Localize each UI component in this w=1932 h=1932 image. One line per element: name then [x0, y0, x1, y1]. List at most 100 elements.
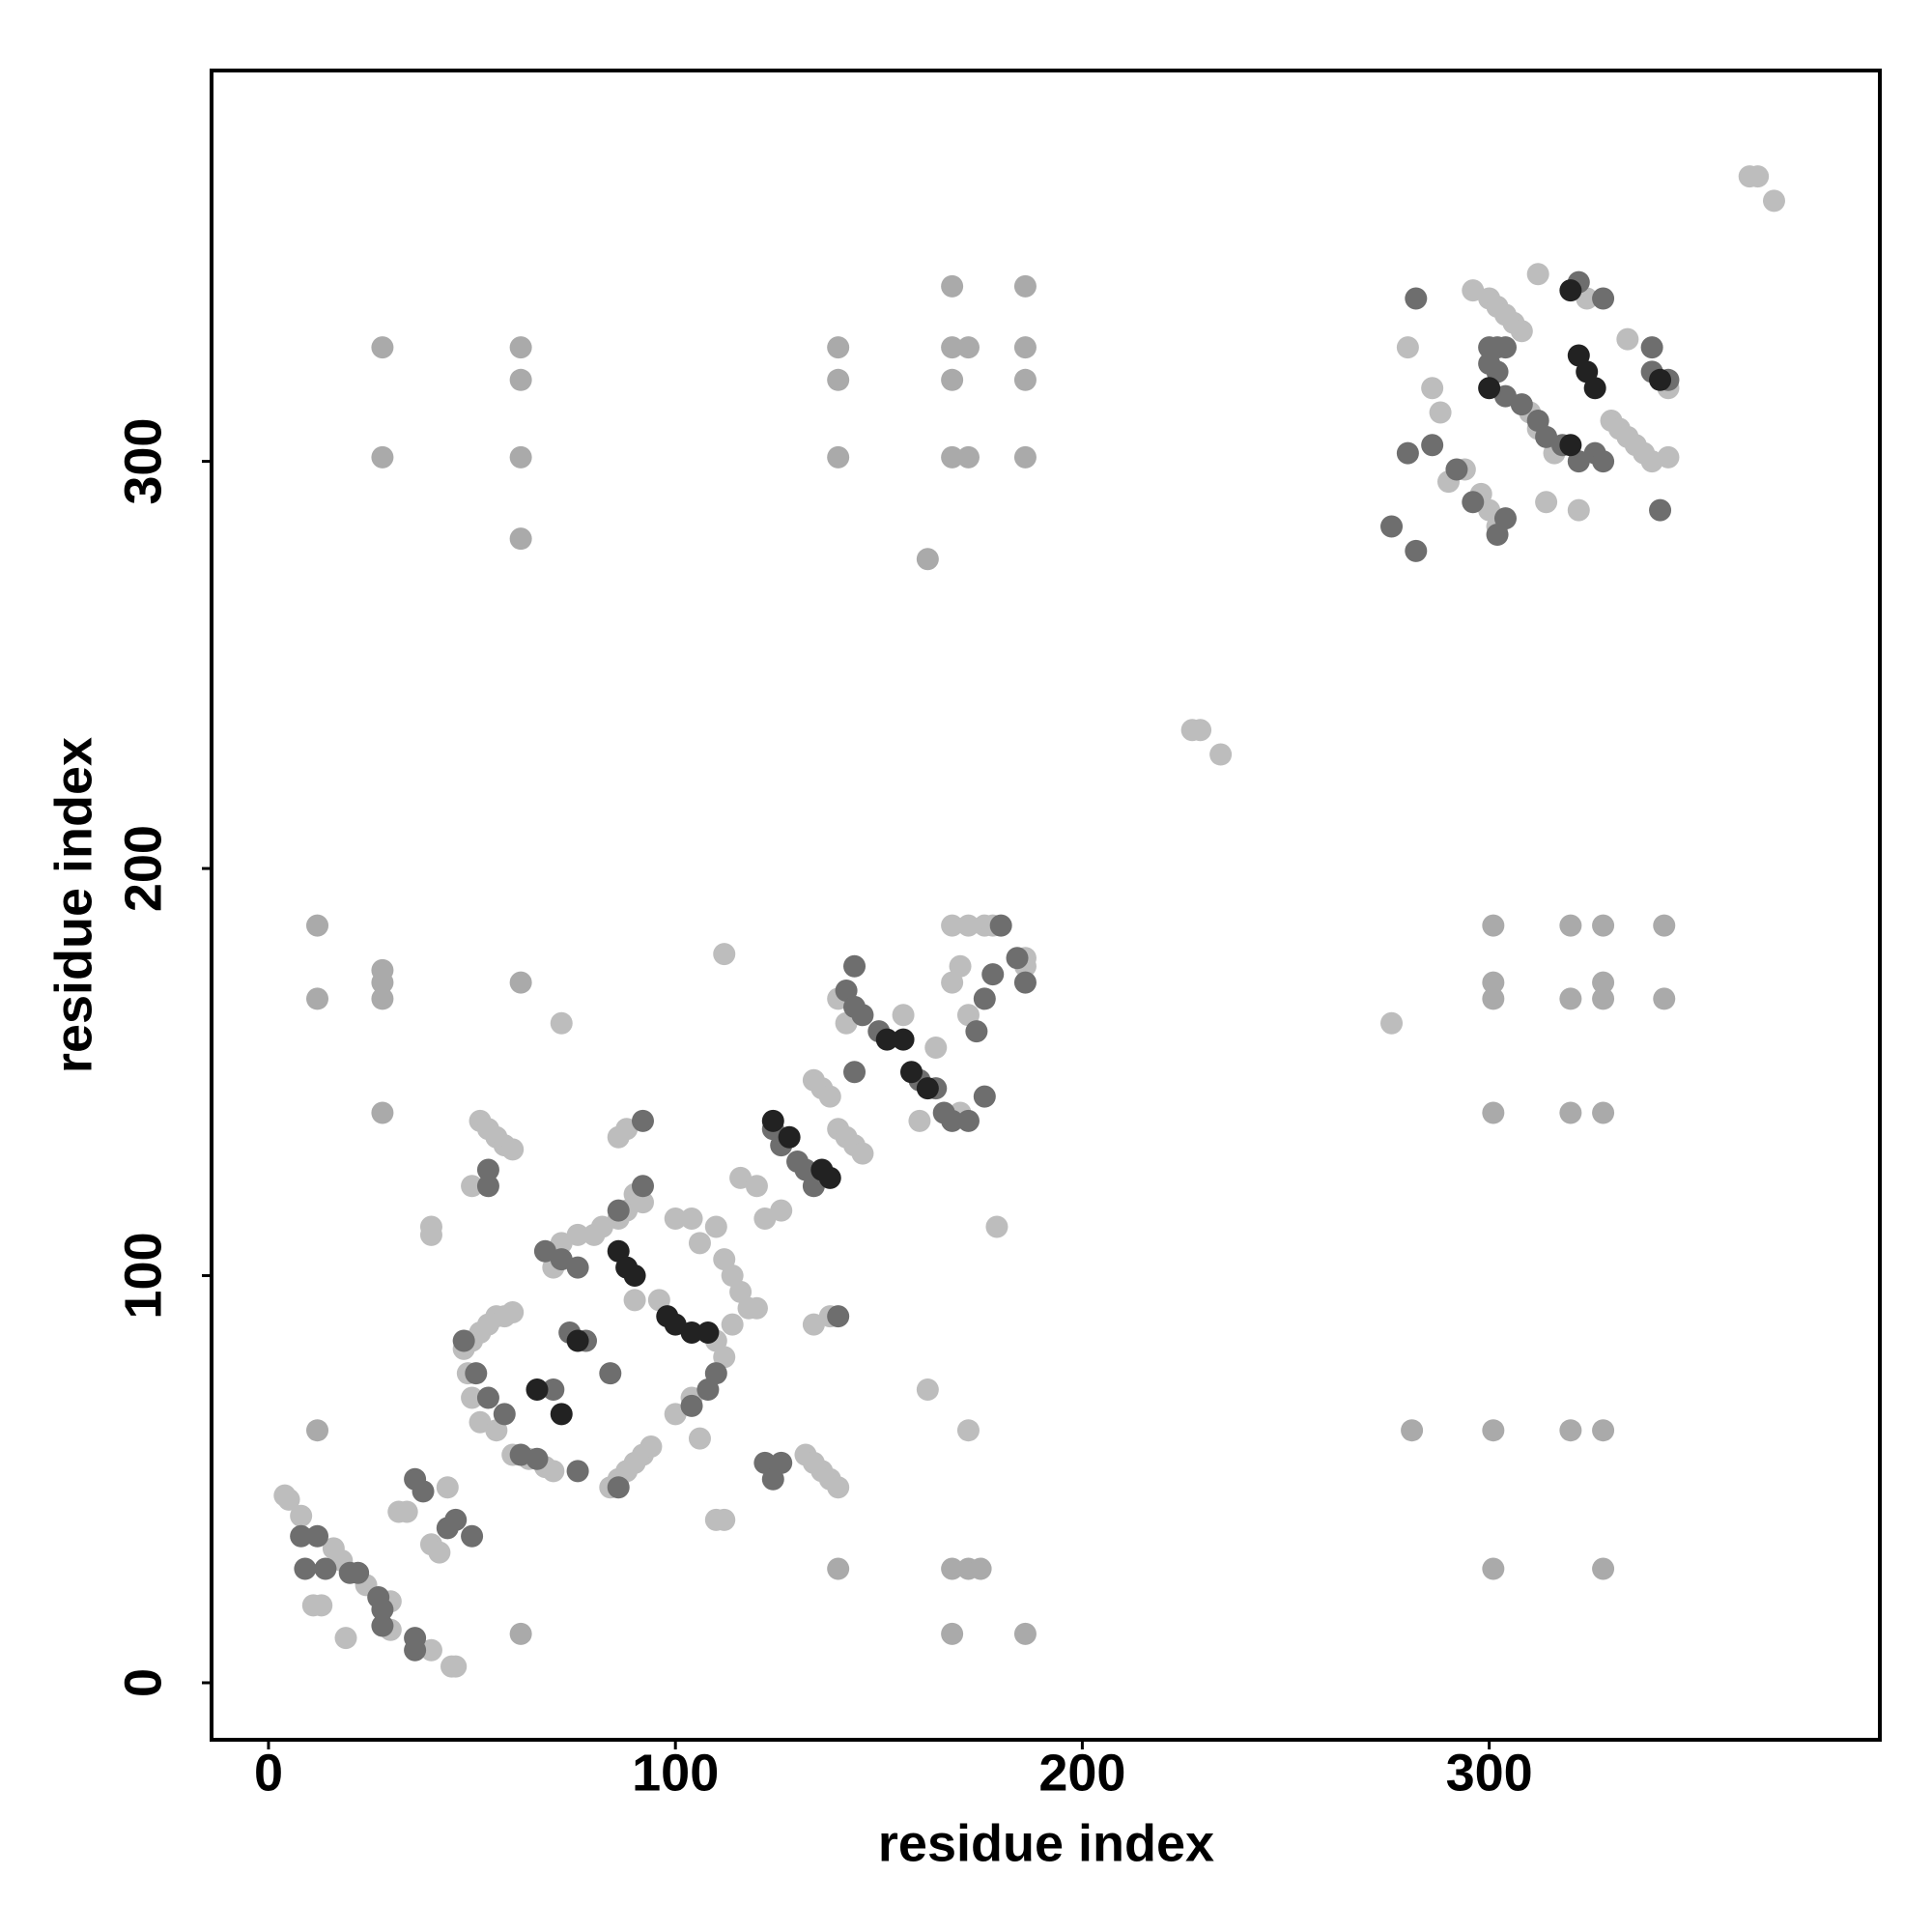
y-tick-label: 200	[114, 825, 172, 912]
point	[1583, 377, 1606, 400]
point	[1401, 1419, 1424, 1442]
point	[371, 987, 394, 1010]
point	[1616, 327, 1639, 351]
y-tick-label: 100	[114, 1232, 172, 1319]
point	[696, 1321, 720, 1345]
point	[306, 914, 329, 937]
point	[680, 1321, 703, 1345]
point	[461, 1386, 484, 1409]
point	[639, 1435, 663, 1459]
point	[965, 1020, 988, 1043]
point	[509, 368, 532, 391]
point	[1482, 1101, 1505, 1124]
point	[1762, 189, 1785, 213]
point	[916, 1378, 939, 1402]
point	[827, 368, 850, 391]
point	[1493, 336, 1517, 359]
point	[949, 954, 972, 978]
point	[1526, 263, 1549, 286]
point	[1592, 1101, 1615, 1124]
point	[761, 1467, 784, 1491]
point	[310, 1594, 333, 1617]
point	[1559, 434, 1582, 457]
point	[713, 943, 736, 966]
point	[843, 954, 867, 978]
point	[290, 1504, 313, 1527]
point	[680, 1208, 703, 1231]
point	[1013, 368, 1037, 391]
point	[444, 1655, 468, 1678]
point	[851, 1142, 874, 1165]
point	[1592, 1557, 1615, 1580]
point	[680, 1394, 703, 1417]
point	[436, 1517, 459, 1540]
point	[461, 1524, 484, 1548]
point	[899, 1061, 923, 1084]
point	[818, 1166, 841, 1189]
point	[334, 1627, 357, 1650]
point	[969, 1557, 992, 1580]
point	[436, 1476, 459, 1499]
point	[1421, 377, 1444, 400]
point	[1396, 441, 1419, 465]
point	[1510, 393, 1533, 416]
point	[956, 1109, 980, 1132]
point	[956, 336, 980, 359]
point	[1013, 1622, 1037, 1645]
point	[1380, 1011, 1404, 1035]
point	[985, 1215, 1009, 1238]
point	[1592, 987, 1615, 1010]
point	[1559, 1101, 1582, 1124]
point	[981, 963, 1005, 986]
point	[306, 1524, 329, 1548]
point	[1482, 1557, 1505, 1580]
point	[827, 1305, 850, 1328]
point	[533, 1239, 556, 1263]
x-tick-label: 300	[1446, 1744, 1533, 1802]
point	[566, 1256, 589, 1279]
point	[721, 1313, 744, 1336]
point	[550, 1403, 573, 1426]
point	[696, 1378, 720, 1402]
point	[526, 1447, 549, 1470]
point	[1747, 165, 1770, 188]
point	[875, 1028, 898, 1051]
point	[509, 1622, 532, 1645]
point	[941, 1109, 964, 1132]
point	[745, 1296, 768, 1320]
point	[493, 1403, 516, 1426]
point	[1649, 368, 1672, 391]
point	[1559, 914, 1582, 937]
point	[452, 1329, 475, 1352]
point	[818, 1085, 841, 1108]
point	[1592, 971, 1615, 994]
point	[1649, 498, 1672, 522]
point	[908, 1109, 931, 1132]
point	[1657, 445, 1680, 469]
point	[892, 1028, 915, 1051]
point	[941, 274, 964, 298]
point	[371, 445, 394, 469]
plot-frame	[210, 69, 1882, 1742]
point	[1429, 401, 1452, 424]
point	[941, 445, 964, 469]
point	[476, 1386, 499, 1409]
point	[924, 1037, 948, 1060]
point	[761, 1109, 784, 1132]
point	[1559, 987, 1582, 1010]
point	[827, 1476, 850, 1499]
point	[294, 1557, 317, 1580]
point	[1592, 1419, 1615, 1442]
point	[1559, 279, 1582, 302]
point	[526, 1378, 549, 1402]
point	[428, 1541, 451, 1564]
point	[465, 1362, 488, 1385]
point	[290, 1524, 313, 1548]
point	[371, 971, 394, 994]
point	[1405, 287, 1428, 310]
point	[599, 1362, 622, 1385]
point	[371, 1598, 394, 1621]
point	[956, 445, 980, 469]
x-tick-label: 200	[1038, 1744, 1125, 1802]
point	[1006, 947, 1029, 970]
